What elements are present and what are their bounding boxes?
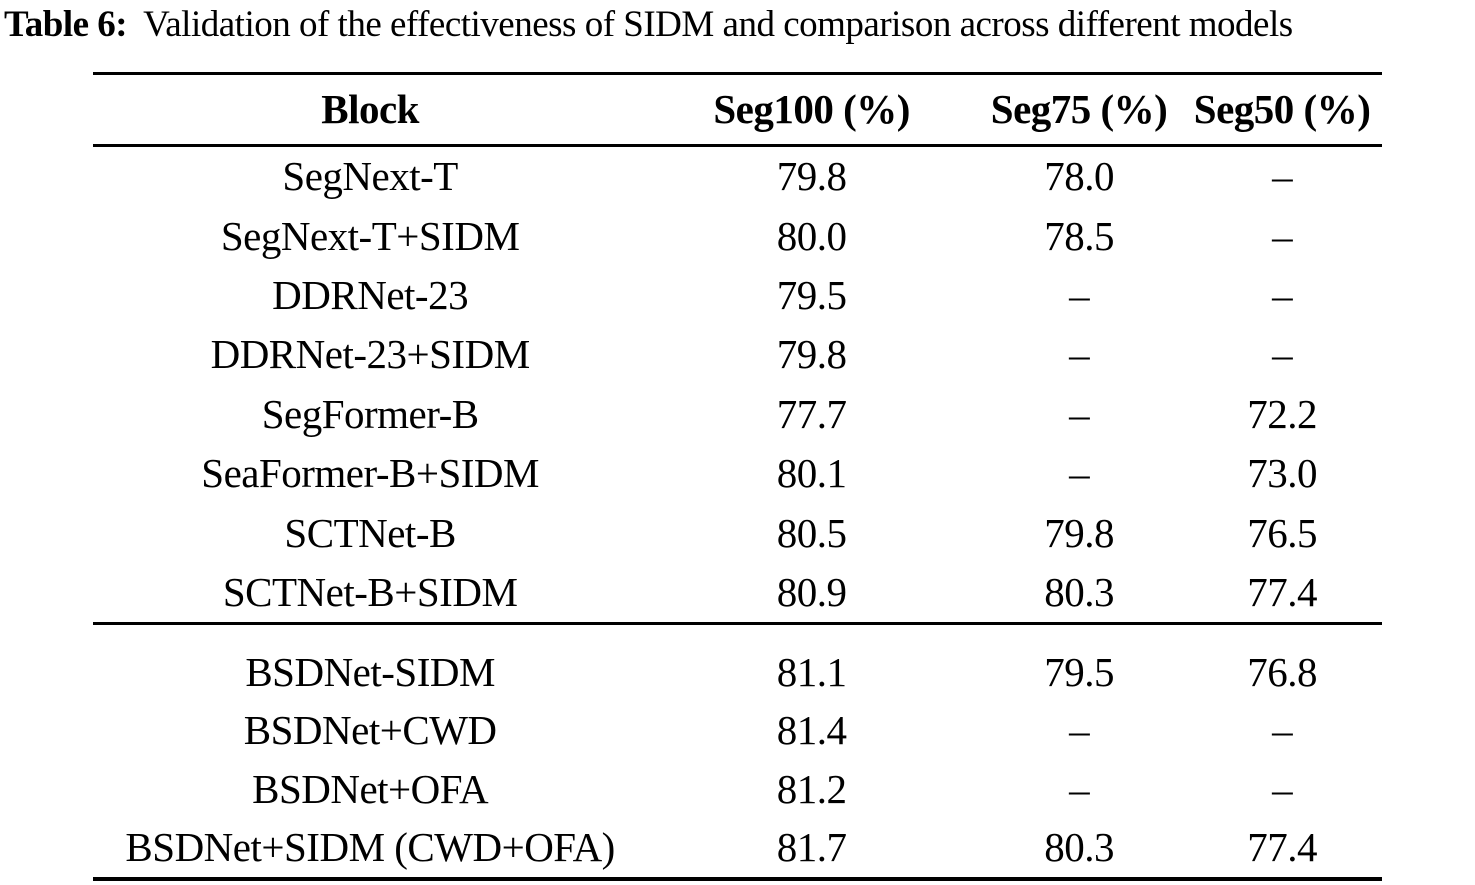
- table-mid-rule: [93, 622, 1382, 626]
- cell-seg50: –: [1272, 153, 1293, 200]
- cell-seg75: 80.3: [1044, 824, 1114, 871]
- cell-seg75: –: [1069, 450, 1090, 497]
- cell-seg50: –: [1272, 707, 1293, 754]
- table-row: SeaFormer-B+SIDM 80.1 – 73.0: [93, 444, 1382, 503]
- cell-seg100: 79.8: [776, 331, 847, 378]
- cell-block: BSDNet+OFA: [252, 765, 489, 812]
- column-header-block: Block: [321, 86, 419, 132]
- table-group-bsdnet: BSDNet-SIDM 81.1 79.5 76.8 BSDNet+CWD 81…: [93, 625, 1382, 877]
- cell-seg75: –: [1069, 271, 1090, 318]
- cell-seg100: 81.7: [776, 824, 847, 871]
- cell-seg75: –: [1069, 765, 1090, 812]
- cell-seg50: 77.4: [1247, 824, 1317, 871]
- table-row: BSDNet-SIDM 81.1 79.5 76.8: [93, 643, 1382, 702]
- table-row: SegNext-T+SIDM 80.0 78.5 –: [93, 206, 1382, 265]
- table-row: BSDNet+SIDM (CWD+OFA) 81.7 80.3 77.4: [93, 819, 1382, 878]
- cell-block: BSDNet+CWD: [243, 707, 497, 754]
- cell-seg100: 80.5: [776, 509, 847, 556]
- cell-block: BSDNet+SIDM (CWD+OFA): [125, 824, 615, 871]
- cell-seg100: 81.2: [776, 765, 847, 812]
- column-header-seg100: Seg100 (%): [713, 86, 910, 132]
- table-header-row: Block Seg100 (%) Seg75 (%) Seg50 (%): [93, 75, 1382, 144]
- table-row: DDRNet-23+SIDM 79.8 – –: [93, 325, 1382, 384]
- table-row: DDRNet-23 79.5 – –: [93, 266, 1382, 325]
- cell-seg75: 78.5: [1044, 212, 1114, 259]
- table-caption: Table 6: Validation of the effectiveness …: [4, 4, 1293, 46]
- cell-seg75: 79.8: [1044, 509, 1114, 556]
- cell-seg50: –: [1272, 271, 1293, 318]
- table-top-rule: [93, 72, 1382, 75]
- cell-seg100: 81.4: [776, 707, 847, 754]
- table-row: SegNext-T 79.8 78.0 –: [93, 147, 1382, 206]
- cell-seg50: 73.0: [1247, 450, 1317, 497]
- table-row: BSDNet+OFA 81.2 – –: [93, 760, 1382, 819]
- table-group-baselines: SegNext-T 79.8 78.0 – SegNext-T+SIDM 80.…: [93, 147, 1382, 622]
- cell-seg100: 81.1: [776, 648, 847, 695]
- table-caption-label: Table 6:: [4, 4, 128, 45]
- cell-seg100: 79.5: [776, 271, 847, 318]
- table-row: SegFormer-B 77.7 – 72.2: [93, 385, 1382, 444]
- cell-seg50: 72.2: [1247, 390, 1317, 437]
- cell-seg100: 80.9: [776, 568, 847, 615]
- results-table: Block Seg100 (%) Seg75 (%) Seg50 (%) Seg…: [93, 72, 1382, 882]
- cell-seg50: 76.5: [1247, 509, 1317, 556]
- table-caption-text: Validation of the effectiveness of SIDM …: [143, 4, 1293, 45]
- table-bottom-rule: [93, 877, 1382, 882]
- cell-seg75: 80.3: [1044, 568, 1114, 615]
- cell-seg100: 79.8: [776, 153, 847, 200]
- cell-block: DDRNet-23: [272, 271, 469, 318]
- cell-seg50: –: [1272, 212, 1293, 259]
- cell-block: DDRNet-23+SIDM: [210, 331, 531, 378]
- cell-seg75: 78.0: [1044, 153, 1114, 200]
- cell-seg100: 77.7: [776, 390, 847, 437]
- cell-seg75: –: [1069, 390, 1090, 437]
- cell-block: SegFormer-B: [261, 390, 479, 437]
- table-row: SCTNet-B+SIDM 80.9 80.3 77.4: [93, 563, 1382, 622]
- cell-seg75: 79.5: [1044, 648, 1114, 695]
- column-header-seg75: Seg75 (%): [990, 86, 1168, 132]
- cell-seg50: 77.4: [1247, 568, 1317, 615]
- cell-seg75: –: [1069, 707, 1090, 754]
- cell-seg50: –: [1272, 765, 1293, 812]
- column-header-seg50: Seg50 (%): [1193, 86, 1371, 132]
- cell-seg75: –: [1069, 331, 1090, 378]
- cell-seg100: 80.1: [776, 450, 847, 497]
- cell-block: SCTNet-B: [284, 509, 456, 556]
- cell-seg100: 80.0: [776, 212, 847, 259]
- cell-seg50: –: [1272, 331, 1293, 378]
- table-header-rule: [93, 144, 1382, 147]
- cell-seg50: 76.8: [1247, 648, 1317, 695]
- cell-block: SegNext-T: [282, 153, 458, 200]
- cell-block: BSDNet-SIDM: [245, 648, 495, 695]
- cell-block: SegNext-T+SIDM: [220, 212, 520, 259]
- table-row: BSDNet+CWD 81.4 – –: [93, 702, 1382, 761]
- cell-block: SeaFormer-B+SIDM: [201, 450, 539, 497]
- cell-block: SCTNet-B+SIDM: [222, 568, 518, 615]
- table-row: SCTNet-B 80.5 79.8 76.5: [93, 503, 1382, 562]
